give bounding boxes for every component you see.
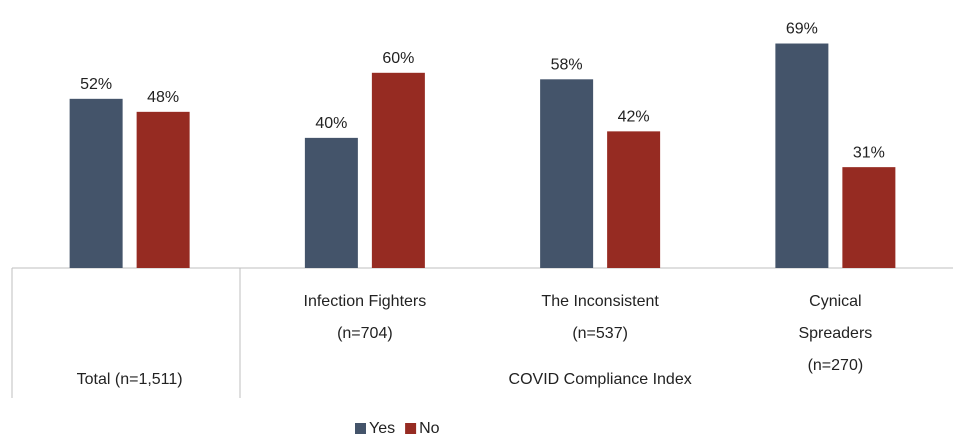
data-label: 58% [551, 57, 583, 74]
legend-label: Yes [369, 420, 395, 437]
x-tick-label: Total (n=1,511) [76, 371, 183, 388]
x-tick-label: Cynical Spreaders (n=270) [798, 293, 873, 374]
bar [69, 98, 123, 269]
bar [775, 43, 829, 268]
group-label: COVID Compliance Index [508, 371, 692, 388]
bar [607, 131, 661, 268]
bar [136, 111, 190, 268]
data-label: 40% [315, 115, 347, 132]
legend-label: No [419, 420, 440, 437]
data-label: 52% [80, 76, 112, 93]
data-label: 42% [618, 109, 650, 126]
data-label: 48% [147, 89, 179, 106]
x-tick-label: The Inconsistent (n=537) [541, 293, 659, 342]
legend-swatch [355, 423, 366, 434]
bar [304, 137, 358, 268]
data-label: 60% [382, 50, 414, 67]
x-tick-label: Infection Fighters (n=704) [303, 293, 427, 342]
legend-swatch [405, 423, 417, 434]
bar [540, 79, 594, 268]
data-label: 31% [853, 144, 885, 161]
bar [371, 72, 425, 268]
data-label: 69% [786, 21, 818, 38]
bar [842, 167, 896, 268]
